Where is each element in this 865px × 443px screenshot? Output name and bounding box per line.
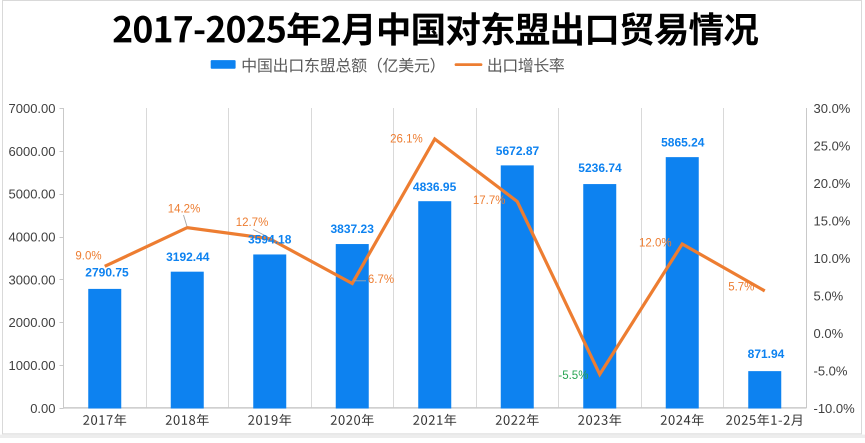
svg-text:25.0%: 25.0%	[814, 138, 851, 153]
svg-text:871.94: 871.94	[748, 347, 785, 361]
svg-text:6.7%: 6.7%	[368, 274, 394, 286]
svg-text:4000.00: 4000.00	[9, 230, 56, 245]
svg-text:3192.44: 3192.44	[166, 250, 210, 264]
svg-text:7000.00: 7000.00	[9, 101, 56, 116]
svg-text:5236.74: 5236.74	[578, 161, 622, 175]
svg-text:12.0%: 12.0%	[639, 238, 672, 250]
svg-text:1000.00: 1000.00	[9, 358, 56, 373]
svg-text:9.0%: 9.0%	[75, 250, 101, 262]
svg-text:3000.00: 3000.00	[9, 272, 56, 287]
svg-text:4836.95: 4836.95	[413, 180, 457, 194]
svg-text:10.0%: 10.0%	[814, 251, 851, 266]
svg-text:15.0%: 15.0%	[814, 213, 851, 228]
svg-text:6000.00: 6000.00	[9, 144, 56, 159]
svg-text:0.0%: 0.0%	[814, 326, 844, 341]
svg-text:12.7%: 12.7%	[236, 217, 269, 229]
svg-text:5865.24: 5865.24	[661, 136, 705, 150]
svg-text:14.2%: 14.2%	[168, 203, 201, 215]
svg-text:2790.75: 2790.75	[85, 265, 129, 279]
svg-text:5.7%: 5.7%	[728, 282, 754, 294]
svg-text:20.0%: 20.0%	[814, 176, 851, 191]
svg-text:17.7%: 17.7%	[473, 195, 506, 207]
svg-text:2000.00: 2000.00	[9, 315, 56, 330]
svg-text:-5.5%: -5.5%	[558, 370, 588, 382]
svg-text:5000.00: 5000.00	[9, 187, 56, 202]
svg-text:-10.0%: -10.0%	[814, 401, 856, 416]
svg-text:5672.87: 5672.87	[496, 144, 540, 158]
svg-text:3837.23: 3837.23	[331, 222, 375, 236]
svg-text:-5.0%: -5.0%	[814, 363, 848, 378]
svg-text:30.0%: 30.0%	[814, 101, 851, 116]
svg-text:0.00: 0.00	[30, 401, 55, 416]
svg-text:3594.18: 3594.18	[248, 233, 292, 247]
svg-text:5.0%: 5.0%	[814, 288, 844, 303]
svg-text:26.1%: 26.1%	[390, 133, 423, 145]
